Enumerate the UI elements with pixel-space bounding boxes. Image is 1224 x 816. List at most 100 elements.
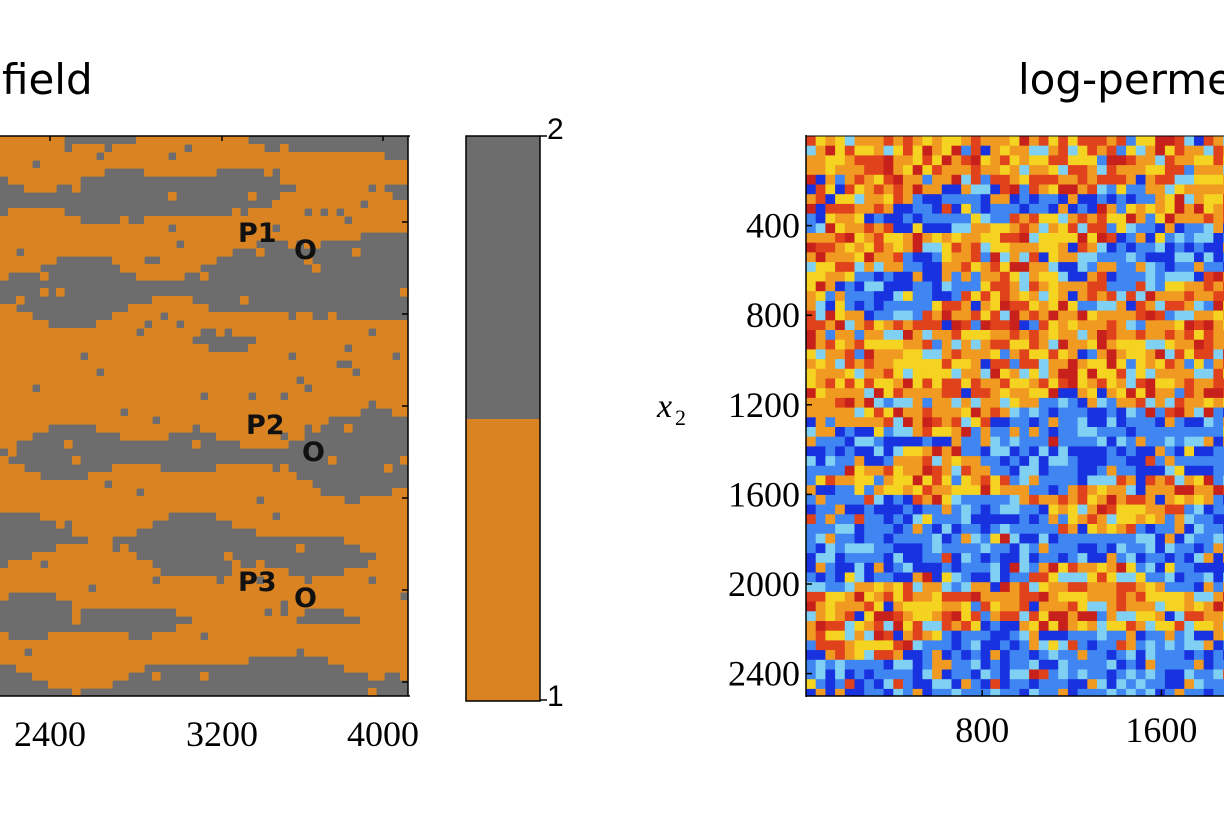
permeability-cell — [893, 562, 904, 573]
permeability-cell — [854, 300, 865, 312]
permeability-cell — [941, 582, 952, 593]
facies-cell — [120, 248, 129, 257]
permeability-cell — [1174, 388, 1185, 399]
facies-cell — [8, 320, 17, 329]
permeability-cell — [1184, 553, 1195, 564]
facies-cell — [160, 352, 169, 361]
permeability-cell — [825, 271, 836, 282]
facies-cell — [32, 424, 41, 433]
facies-cell — [376, 592, 385, 601]
facies-cell — [400, 352, 409, 361]
facies-cell — [184, 328, 193, 337]
permeability-cell — [1184, 300, 1195, 312]
permeability-cell — [1009, 320, 1020, 331]
permeability-cell — [1155, 359, 1166, 370]
facies-cell — [336, 408, 345, 417]
permeability-cell — [1009, 271, 1020, 282]
permeability-cell — [1184, 291, 1195, 302]
facies-cell — [80, 520, 89, 529]
facies-cell — [272, 400, 281, 409]
permeability-cell — [825, 475, 836, 486]
permeability-cell — [854, 650, 865, 661]
permeability-cell — [873, 446, 885, 457]
facies-cell — [288, 224, 297, 233]
permeability-cell — [1019, 368, 1030, 379]
permeability-cell — [922, 349, 933, 360]
facies-cell — [312, 328, 321, 337]
facies-cell — [248, 432, 257, 441]
permeability-cell — [835, 300, 846, 312]
facies-cell — [224, 432, 233, 441]
permeability-cell — [1126, 203, 1137, 215]
permeability-cell — [806, 184, 817, 195]
permeability-cell — [951, 611, 962, 622]
permeability-cell — [951, 572, 962, 583]
facies-cell — [336, 592, 345, 601]
facies-cell — [16, 320, 25, 329]
facies-cell — [240, 408, 249, 417]
facies-cell — [136, 152, 145, 161]
permeability-cell — [825, 300, 836, 312]
permeability-cell — [903, 136, 914, 147]
facies-cell — [296, 544, 305, 553]
facies-cell — [360, 496, 369, 505]
facies-cell — [368, 672, 377, 681]
facies-cell — [96, 472, 105, 481]
permeability-cell — [1213, 650, 1224, 661]
facies-cell — [320, 344, 329, 353]
facies-cell — [120, 232, 129, 241]
facies-cell — [128, 328, 137, 337]
facies-cells — [0, 136, 409, 697]
facies-cell — [272, 200, 281, 209]
facies-cell — [88, 528, 97, 537]
permeability-cell — [1067, 621, 1079, 632]
permeability-cell — [951, 291, 962, 302]
facies-cell — [88, 392, 97, 401]
facies-cell — [144, 136, 153, 145]
facies-cell — [240, 600, 249, 609]
facies-cell — [32, 392, 41, 401]
permeability-cell — [1087, 359, 1098, 370]
facies-cell — [296, 416, 305, 425]
facies-cell — [384, 512, 393, 521]
permeability-cell — [1135, 494, 1146, 506]
facies-cell — [72, 248, 81, 257]
permeability-cell — [893, 533, 904, 544]
facies-cell — [304, 488, 313, 497]
facies-cell — [56, 416, 65, 425]
permeability-cell — [825, 485, 836, 496]
permeability-cell — [990, 494, 1001, 506]
permeability-cell — [1126, 543, 1137, 554]
permeability-cell — [970, 446, 982, 457]
facies-cell — [192, 592, 201, 601]
facies-cell — [32, 216, 41, 225]
well-label-p2: P2 — [246, 410, 285, 441]
facies-cell — [80, 488, 89, 497]
permeability-cell — [951, 194, 962, 205]
permeability-cell — [1077, 456, 1088, 467]
facies-cell — [192, 328, 201, 337]
facies-cell — [56, 352, 65, 361]
permeability-cell — [806, 611, 817, 622]
facies-cell — [328, 152, 337, 161]
permeability-cell — [961, 475, 972, 486]
facies-cell — [384, 632, 393, 641]
permeability-cell — [1203, 669, 1214, 680]
permeability-cell — [903, 621, 914, 632]
permeability-cell — [883, 659, 894, 670]
facies-cell — [296, 176, 305, 185]
permeability-cell — [864, 485, 875, 496]
facies-cell — [328, 224, 337, 233]
facies-cell — [128, 424, 137, 433]
facies-cell — [88, 368, 97, 377]
facies-cell — [192, 240, 201, 249]
permeability-cell — [1155, 650, 1166, 661]
facies-cell — [80, 160, 89, 169]
facies-cell — [160, 328, 169, 337]
facies-cell — [0, 136, 9, 145]
facies-cell — [64, 400, 73, 409]
facies-cell — [8, 160, 17, 169]
permeability-cell — [815, 591, 826, 603]
facies-cell — [304, 632, 313, 641]
permeability-cell — [1213, 562, 1224, 573]
